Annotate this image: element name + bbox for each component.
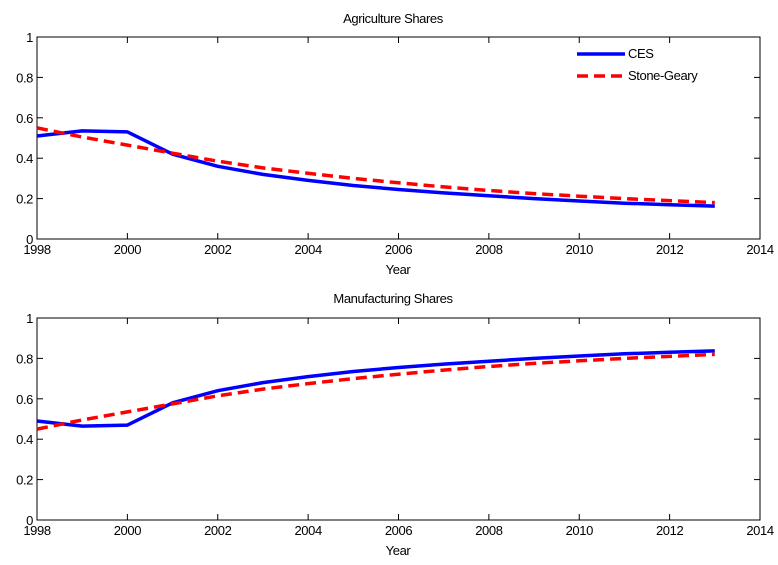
- y-tick-label: 0.2: [16, 192, 33, 207]
- x-tick-label: 2010: [566, 523, 593, 538]
- y-tick-label: 1: [26, 30, 33, 45]
- x-tick-label: 2008: [475, 523, 502, 538]
- x-tick-label: 1998: [23, 242, 50, 257]
- x-tick-label: 2000: [114, 242, 141, 257]
- x-tick-label: 2006: [385, 523, 412, 538]
- x-axis-label: Year: [386, 262, 412, 277]
- x-tick-label: 2006: [385, 242, 412, 257]
- series-group: [36, 349, 715, 431]
- chart-title: Manufacturing Shares: [333, 291, 453, 306]
- x-tick-label: 1998: [23, 523, 50, 538]
- chart-title: Agriculture Shares: [343, 11, 444, 26]
- legend-label-stone-geary: Stone-Geary: [628, 68, 698, 83]
- y-tick-label: 1: [26, 311, 33, 326]
- y-tick-label: 0.6: [16, 111, 33, 126]
- x-axis: 1998 2000 2002 2004 2006 2008 2010 2012 2014: [23, 318, 774, 538]
- series-line-stone-geary: [36, 352, 715, 431]
- x-tick-label: 2000: [114, 523, 141, 538]
- legend: CES Stone-Geary: [577, 46, 699, 83]
- series-line-stone-geary: [36, 126, 715, 205]
- x-tick-label: 2014: [746, 523, 773, 538]
- x-tick-label: 2004: [294, 242, 321, 257]
- y-tick-label: 0.4: [16, 432, 33, 447]
- y-axis: 0 0.2 0.4 0.6 0.8 1: [16, 311, 760, 528]
- x-tick-label: 2004: [294, 523, 321, 538]
- x-tick-label: 2014: [746, 242, 773, 257]
- x-tick-label: 2002: [204, 242, 231, 257]
- y-tick-label: 0: [26, 513, 33, 528]
- y-tick-label: 0: [26, 232, 33, 247]
- plot-area: [36, 317, 761, 521]
- y-tick-label: 0.8: [16, 70, 33, 85]
- x-tick-label: 2012: [656, 242, 683, 257]
- x-tick-label: 2002: [204, 523, 231, 538]
- x-axis-label: Year: [386, 543, 412, 558]
- x-tick-label: 2012: [656, 523, 683, 538]
- legend-label-ces: CES: [628, 46, 654, 61]
- y-tick-label: 0.2: [16, 473, 33, 488]
- series-group: [36, 126, 715, 208]
- series-line-ces: [36, 129, 715, 208]
- y-tick-label: 0.6: [16, 392, 33, 407]
- y-axis: 0 0.2 0.4 0.6 0.8 1: [16, 30, 760, 247]
- agriculture-chart: Agriculture Shares 1998 2000 2002 2004 2006 2…: [16, 11, 774, 277]
- y-tick-label: 0.4: [16, 151, 33, 166]
- y-tick-label: 0.8: [16, 351, 33, 366]
- series-line-ces: [36, 349, 715, 428]
- manufacturing-chart: Manufacturing Shares 1998 2000 2002 2004 200…: [16, 291, 774, 558]
- x-axis: 1998 2000 2002 2004 2006 2008 2010 2012 2014: [23, 37, 774, 257]
- x-tick-label: 2010: [566, 242, 593, 257]
- x-tick-label: 2008: [475, 242, 502, 257]
